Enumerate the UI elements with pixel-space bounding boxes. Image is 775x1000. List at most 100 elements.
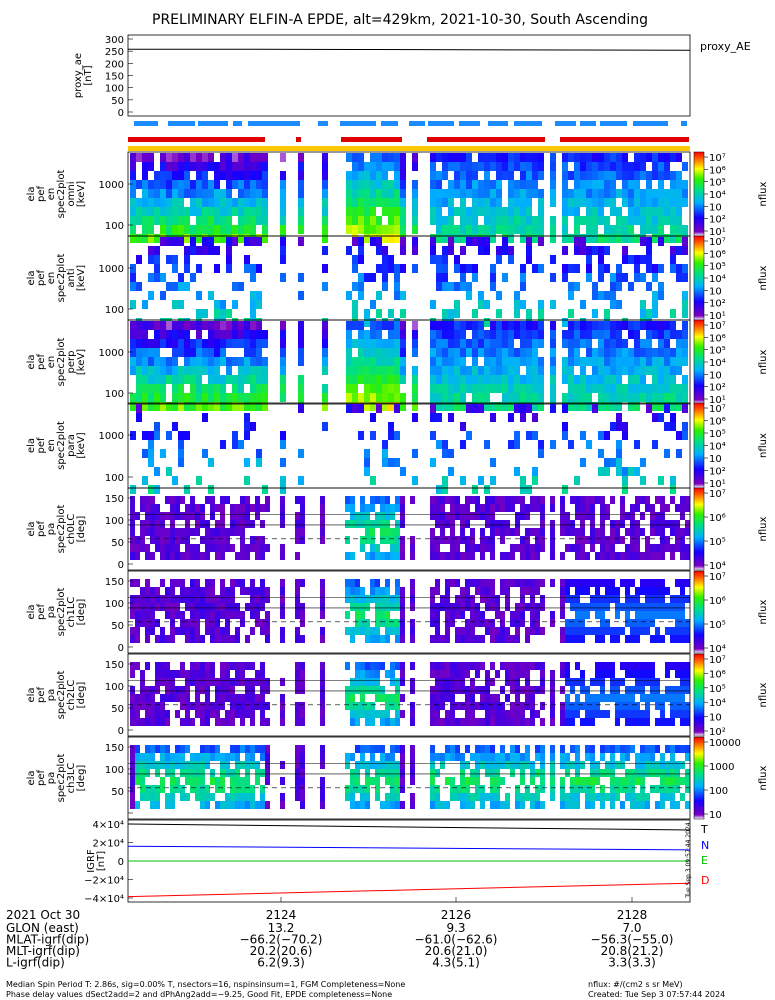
spectrogram-cell xyxy=(215,694,220,702)
spectrogram-cell xyxy=(676,366,682,375)
spectrogram-cell xyxy=(370,348,376,357)
spectrogram-cell xyxy=(664,162,670,171)
spectrogram-cell xyxy=(680,627,685,635)
spectrogram-cell xyxy=(165,793,170,801)
spectrogram-cell xyxy=(255,694,260,702)
spectrogram-cell xyxy=(364,393,370,402)
spectrogram-cell xyxy=(645,753,650,761)
spectrogram-cell xyxy=(298,404,304,413)
spectrogram-cell xyxy=(490,330,496,339)
spectrogram-cell xyxy=(532,225,538,234)
spectrogram-cell xyxy=(364,207,370,216)
spectrogram-cell xyxy=(580,587,585,595)
spectrogram-cell xyxy=(664,404,670,413)
spectrogram-cell xyxy=(250,678,255,686)
spectrogram-cell xyxy=(530,801,535,809)
spectrogram-cell xyxy=(135,603,140,611)
spectrogram-cell xyxy=(130,528,135,536)
spectrogram-cell xyxy=(532,375,538,384)
spectrogram-cell xyxy=(430,528,435,536)
spectrogram-cell xyxy=(535,579,540,587)
spectrogram-cell xyxy=(655,611,660,619)
spectrogram-cell xyxy=(472,357,478,366)
spectrogram-cell xyxy=(232,393,238,402)
spectrogram-cell xyxy=(435,587,440,595)
spectrogram-cell xyxy=(184,216,190,225)
spectrogram-cell xyxy=(230,793,235,801)
spectrogram-cell xyxy=(520,579,525,587)
spectrogram-cell xyxy=(154,384,160,393)
spectrogram-cell xyxy=(245,761,250,769)
spectrogram-cell xyxy=(675,702,680,710)
spectrogram-cell xyxy=(520,264,526,273)
spectrogram-cell xyxy=(280,496,285,504)
spectrogram-cell xyxy=(532,467,538,476)
spectrogram-cell xyxy=(682,431,688,440)
spectrogram-cell xyxy=(208,162,214,171)
spectrogram-cell xyxy=(200,512,205,520)
spectrogram-cell xyxy=(220,702,225,710)
spectrogram-cell xyxy=(250,753,255,761)
spectrogram-cell xyxy=(490,536,495,544)
spectrogram-cell xyxy=(560,686,565,694)
spectrogram-cell xyxy=(640,216,646,225)
spectrogram-cell xyxy=(390,595,395,603)
spectrogram-cell xyxy=(465,603,470,611)
spectrogram-cell xyxy=(205,603,210,611)
spectrogram-cell xyxy=(185,793,190,801)
spectrogram-cell xyxy=(635,504,640,512)
spectrogram-cell xyxy=(652,413,658,422)
spectrogram-cell xyxy=(514,375,520,384)
spectrogram-cell xyxy=(190,180,196,189)
spectrogram-cell xyxy=(178,375,184,384)
spectrogram-cell xyxy=(466,153,472,162)
spectrogram-cell xyxy=(562,404,568,413)
spectrogram-cell xyxy=(484,207,490,216)
spectrogram-cell xyxy=(590,793,595,801)
spectrogram-cell xyxy=(622,431,628,440)
spectrogram-cell xyxy=(350,678,355,686)
spectrogram-cell xyxy=(200,753,205,761)
spectrogram-cell xyxy=(568,393,574,402)
spectrogram-cell xyxy=(525,702,530,710)
spectrogram-cell xyxy=(322,330,328,339)
spectrogram-cell xyxy=(280,801,285,809)
spectrogram-cell xyxy=(225,627,230,635)
spectrogram-cell xyxy=(460,686,465,694)
spectrogram-cell xyxy=(165,670,170,678)
spectrogram-cell xyxy=(490,753,495,761)
spectrogram-cell xyxy=(645,536,650,544)
spectrogram-cell xyxy=(580,246,586,255)
spectrogram-cell xyxy=(400,264,406,273)
spectrogram-cell xyxy=(385,512,390,520)
spectrogram-cell xyxy=(380,662,385,670)
spectrogram-cell xyxy=(395,694,400,702)
spectrogram-cell xyxy=(226,357,232,366)
spectrogram-cell xyxy=(442,348,448,357)
spectrogram-cell xyxy=(592,246,598,255)
spectrogram-cell xyxy=(630,801,635,809)
spectrogram-cell xyxy=(574,237,580,246)
spectrogram-cell xyxy=(190,198,196,207)
spectrogram-cell xyxy=(598,393,604,402)
spectrogram-cell xyxy=(490,761,495,769)
spectrogram-cell xyxy=(350,753,355,761)
blue-status-bar xyxy=(198,121,228,126)
spectrogram-cell xyxy=(320,718,325,726)
spectrogram-cell xyxy=(532,234,538,243)
spectrogram-cell xyxy=(130,357,136,366)
spectrogram-cell xyxy=(655,552,660,560)
spectrogram-cell xyxy=(550,300,556,309)
spectrogram-cell xyxy=(510,745,515,753)
spectrogram-cell xyxy=(586,171,592,180)
spectrogram-cell xyxy=(244,162,250,171)
spectrogram-cell xyxy=(586,393,592,402)
spectrogram-cell xyxy=(148,273,154,282)
spectrogram-cell xyxy=(388,198,394,207)
spectrogram-cell xyxy=(475,504,480,512)
spectrogram-cell xyxy=(586,153,592,162)
spectrogram-cell xyxy=(238,393,244,402)
blue-status-bar xyxy=(459,121,480,126)
spectrogram-cell xyxy=(660,635,665,643)
spectrogram-cell xyxy=(560,753,565,761)
